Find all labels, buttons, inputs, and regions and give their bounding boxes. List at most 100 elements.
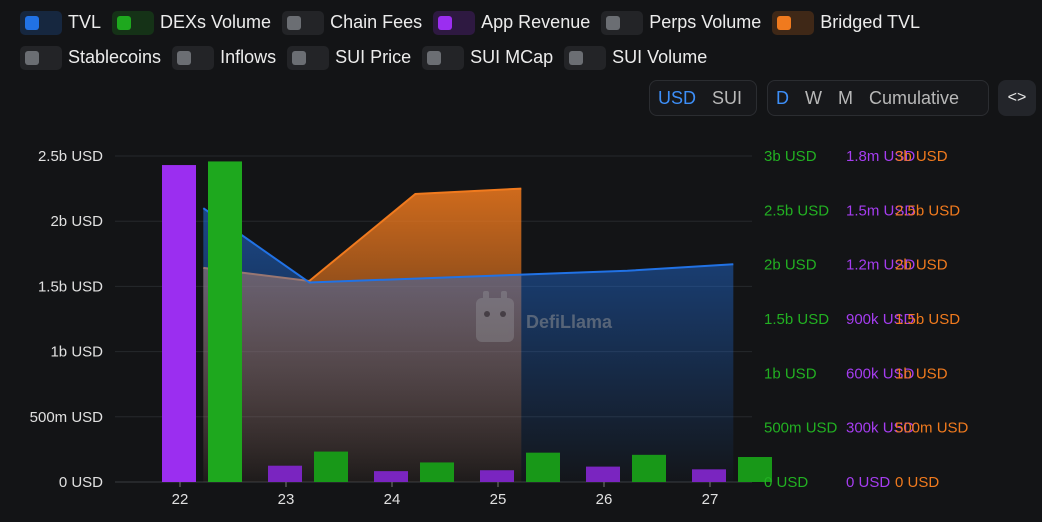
- dexs-volume-bar[interactable]: [208, 161, 242, 482]
- tvl-axis-tick-label: 500m USD: [30, 409, 104, 426]
- toggle-label: Bridged TVL: [820, 12, 921, 32]
- toggle-label: DEXs Volume: [160, 12, 272, 32]
- bridged-axis-tick-label: 1b USD: [895, 365, 948, 382]
- toggle-switch[interactable]: [287, 45, 330, 70]
- denomination-usd-button[interactable]: USD: [658, 87, 697, 108]
- tvl-axis-tick-label: 1b USD: [50, 344, 103, 361]
- series-toggle-row: Stablecoins Inflows SUI Price SUI MCap SUI V…: [20, 45, 1020, 70]
- dex-axis-tick-label: 3b USD: [764, 148, 817, 165]
- revenue-axis-tick-label: 1.8m USD: [846, 148, 915, 165]
- toggle-stablecoins[interactable]: Stablecoins: [20, 45, 161, 70]
- bridged-axis-tick-label: 2b USD: [895, 257, 948, 274]
- dex-axis-tick-label: 0 USD: [764, 474, 808, 491]
- toggle-switch[interactable]: [20, 10, 62, 35]
- toggle-sui-mcap[interactable]: SUI MCap: [422, 45, 554, 70]
- dex-axis-tick-label: 2.5b USD: [764, 202, 829, 219]
- toggle-knob: [427, 50, 442, 65]
- toggle-chain-fees[interactable]: Chain Fees: [282, 10, 423, 35]
- toggle-bridged-tvl[interactable]: Bridged TVL: [772, 10, 921, 35]
- period-cumulative-button[interactable]: Cumulative: [869, 87, 960, 108]
- app-revenue-bar[interactable]: [586, 466, 620, 482]
- toggle-label: Chain Fees: [330, 12, 423, 32]
- x-tick-label: 22: [172, 491, 189, 508]
- bridged-axis-tick-label: 2.5b USD: [895, 202, 960, 219]
- dex-axis-tick-label: 2b USD: [764, 257, 817, 274]
- toggle-knob: [25, 15, 39, 30]
- toggle-app-revenue[interactable]: App Revenue: [433, 10, 591, 35]
- revenue-axis-tick-label: 600k USD: [846, 365, 915, 382]
- toggle-knob: [569, 50, 584, 65]
- x-tick-label: 27: [702, 491, 719, 508]
- dexs-volume-bar[interactable]: [420, 462, 454, 482]
- tvl-axis-tick-label: 1.5b USD: [38, 278, 103, 295]
- toggle-switch[interactable]: [172, 45, 215, 70]
- x-tick-label: 24: [384, 491, 401, 508]
- x-tick-label: 23: [278, 491, 295, 508]
- toggle-knob: [177, 50, 192, 65]
- toggle-label: App Revenue: [481, 12, 591, 32]
- toggle-label: TVL: [68, 12, 102, 32]
- toggle-switch[interactable]: [564, 45, 607, 70]
- toggle-switch[interactable]: [422, 45, 465, 70]
- toggle-switch[interactable]: [112, 10, 155, 35]
- app-revenue-bar[interactable]: [480, 470, 514, 482]
- tvl-area: [203, 208, 734, 482]
- tvl-axis-tick-label: 0 USD: [59, 474, 103, 491]
- period-monthly-button[interactable]: M: [838, 87, 853, 108]
- tvl-axis-tick-label: 2.5b USD: [38, 148, 103, 165]
- toggle-switch[interactable]: [601, 10, 644, 35]
- x-tick-label: 26: [596, 491, 613, 508]
- dex-axis-tick-label: 1.5b USD: [764, 311, 829, 328]
- toggle-knob: [292, 50, 307, 65]
- toggle-inflows[interactable]: Inflows: [172, 45, 277, 70]
- bridged-axis-tick-label: 3b USD: [895, 148, 948, 165]
- tvl-line: [202, 207, 734, 284]
- revenue-axis-tick-label: 1.2m USD: [846, 257, 915, 274]
- period-daily-button[interactable]: D: [776, 87, 789, 108]
- toggle-switch[interactable]: [433, 10, 476, 35]
- toggle-knob: [606, 15, 621, 30]
- watermark-text: DefiLlama: [526, 312, 613, 332]
- revenue-axis-tick-label: 300k USD: [846, 420, 915, 437]
- toggle-dexs-volume[interactable]: DEXs Volume: [112, 10, 272, 35]
- toggle-knob: [438, 15, 453, 30]
- period-weekly-button[interactable]: W: [805, 87, 822, 108]
- toggle-label: SUI Volume: [612, 47, 708, 67]
- app-revenue-bar[interactable]: [374, 471, 408, 482]
- toggle-switch[interactable]: [282, 10, 325, 35]
- dexs-volume-bar[interactable]: [314, 451, 348, 482]
- toggle-perps-volume[interactable]: Perps Volume: [601, 10, 762, 35]
- revenue-axis-tick-label: 0 USD: [846, 474, 890, 491]
- series-toggle-row: TVL DEXs Volume Chain Fees App Revenue Perps…: [20, 10, 1020, 35]
- toggle-label: SUI Price: [335, 47, 412, 67]
- watermark: DefiLlama: [476, 291, 613, 342]
- toggle-sui-volume[interactable]: SUI Volume: [564, 45, 708, 70]
- toggle-knob: [25, 50, 39, 65]
- tvl-axis-tick-label: 2b USD: [50, 213, 103, 230]
- toggle-tvl[interactable]: TVL: [20, 10, 102, 35]
- code-icon: <>: [1007, 89, 1027, 106]
- app-revenue-bar[interactable]: [692, 469, 726, 482]
- toggle-label: Perps Volume: [649, 12, 762, 32]
- denomination-sui-button[interactable]: SUI: [712, 87, 743, 108]
- app-revenue-bar[interactable]: [268, 465, 302, 482]
- revenue-axis-tick-label: 1.5m USD: [846, 202, 915, 219]
- series-toggle-bar: TVL DEXs Volume Chain Fees App Revenue Perps…: [20, 10, 1020, 80]
- bridged-axis-tick-label: 0 USD: [895, 474, 939, 491]
- embed-button[interactable]: <>: [998, 80, 1036, 116]
- toggle-knob: [117, 15, 132, 30]
- toggle-sui-price[interactable]: SUI Price: [287, 45, 412, 70]
- toggle-label: SUI MCap: [470, 47, 554, 67]
- dexs-volume-bar[interactable]: [738, 457, 772, 482]
- toggle-knob: [777, 15, 792, 30]
- dexs-volume-bar[interactable]: [526, 452, 560, 482]
- toggle-knob: [287, 15, 302, 30]
- dex-axis-tick-label: 500m USD: [764, 420, 838, 437]
- toggle-switch[interactable]: [20, 45, 62, 70]
- dexs-volume-bar[interactable]: [632, 454, 666, 482]
- toggle-switch[interactable]: [772, 10, 815, 35]
- x-tick-label: 25: [490, 491, 507, 508]
- app-revenue-bar[interactable]: [162, 165, 196, 483]
- toggle-label: Inflows: [220, 47, 277, 67]
